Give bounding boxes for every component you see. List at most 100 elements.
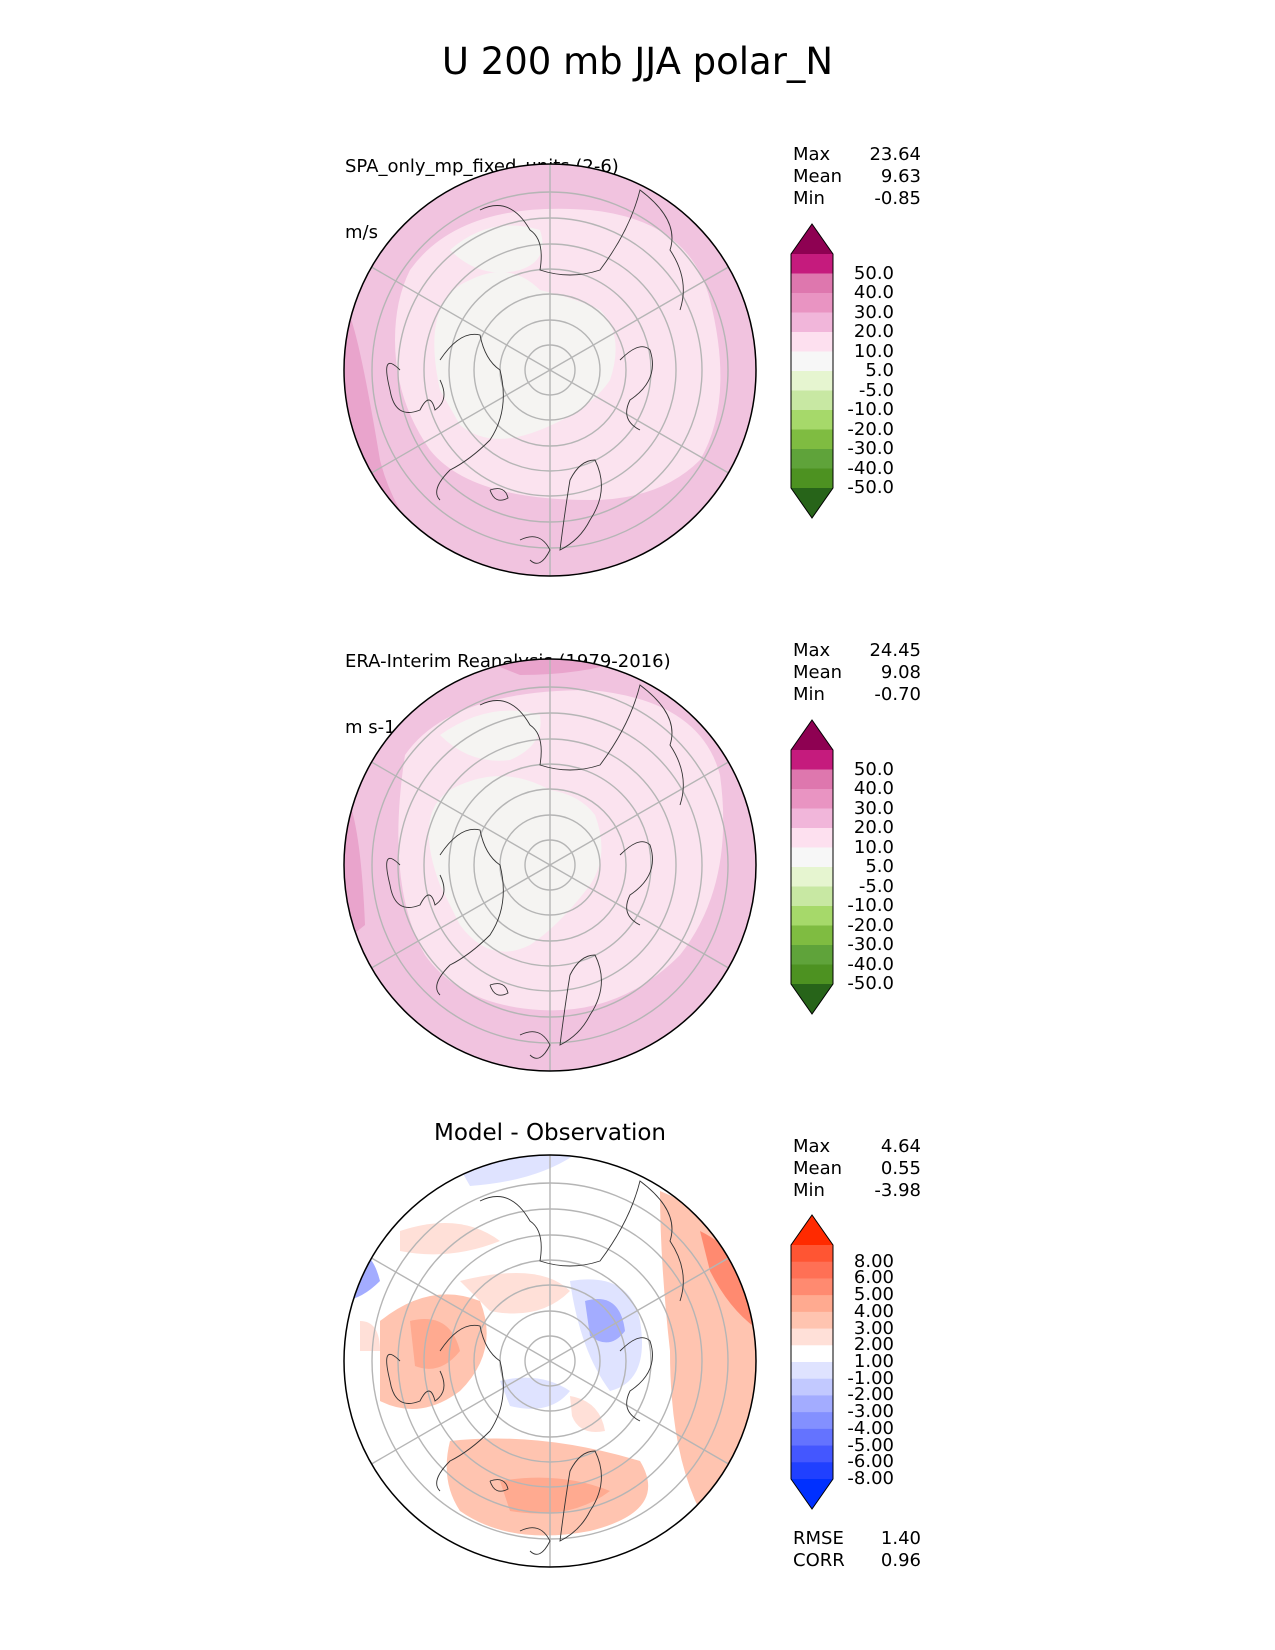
panel-1-stats: Max 23.64 Mean 9.63 Min -0.85 [793,144,921,210]
colorbar-tick-label: -50.0 [847,477,894,498]
colorbar-extend-max [791,720,833,750]
colorbar-segment [791,945,833,965]
colorbar-extend-min [791,984,833,1014]
colorbar-segment [791,789,833,809]
panel-2-units: m s-1 [345,717,396,738]
colorbar-tick-label: -30.0 [847,934,894,955]
colorbar-segment [791,828,833,848]
colorbar-segment [791,964,833,985]
panel-2-stats: Max 24.45 Mean 9.08 Min -0.70 [793,640,921,706]
colorbar-tick-label: -4.00 [847,1417,894,1439]
colorbar-tick-label: -10.0 [847,399,894,420]
colorbar-segment [791,1395,833,1413]
colorbar-segment [791,1412,833,1430]
colorbar-tick-label: 30.0 [853,797,894,819]
colorbar-tick-label: 5.0 [865,856,894,877]
colorbar-tick-label: -40.0 [847,457,894,479]
stat-max: Max 4.64 [793,1136,921,1157]
colorbar-tick-label: -20.0 [847,418,894,440]
colorbar-segment [791,390,833,411]
colorbar-tick-label: -5.0 [858,875,894,897]
colorbar-tick-label: -30.0 [847,438,894,459]
panel-3-map [343,1154,757,1568]
stat-max: Max 23.64 [793,144,921,165]
colorbar-tick-label: 50.0 [853,758,894,780]
colorbar-extend-max [791,224,833,254]
panel-3-metrics: RMSE 1.40 CORR 0.96 [793,1528,921,1572]
colorbar-tick-label: -1.00 [847,1367,894,1389]
colorbar-segment [791,468,833,489]
colorbar-segment [791,1462,833,1480]
colorbar-tick-label: 40.0 [853,778,894,799]
colorbar-tick-label: -6.00 [847,1451,894,1473]
colorbar-segment [791,886,833,907]
colorbar-tick-label: -5.0 [858,379,894,401]
panel-1-units: m/s [345,222,378,243]
colorbar-tick-label: 50.0 [853,262,894,284]
colorbar-segment [791,1378,833,1396]
panel-2-map [343,658,757,1072]
colorbar-segment [791,847,833,868]
colorbar-segment [791,808,833,829]
colorbar-tick-label: 10.0 [853,836,894,858]
colorbar-segment [791,1345,833,1363]
colorbar-tick-label: 2.00 [853,1334,894,1356]
graticule [367,164,733,576]
colorbar-tick-label: -10.0 [847,895,894,916]
colorbar-segment [791,312,833,333]
colorbar-tick-label: -40.0 [847,953,894,975]
colorbar-segment [791,1278,833,1296]
stat-mean: Mean 9.63 [793,166,921,187]
colorbar-segment [791,867,833,887]
colorbar-extend-min [791,488,833,518]
colorbar-tick-label: 3.00 [853,1317,894,1339]
colorbar-extend-min [791,1479,833,1509]
panel-1-colorbar [790,223,834,519]
colorbar-tick-label: 20.0 [853,817,894,838]
stat-mean: Mean 0.55 [793,1158,921,1179]
colorbar-segment [791,449,833,469]
colorbar-segment [791,1362,833,1380]
stat-min: Min -0.70 [793,684,921,705]
colorbar-tick-label: -20.0 [847,914,894,936]
metric-rmse: RMSE 1.40 [793,1528,921,1549]
colorbar-segment [791,371,833,391]
stat-max: Max 24.45 [793,640,921,661]
colorbar-tick-label: 20.0 [853,321,894,342]
colorbar-segment [791,351,833,372]
colorbar-tick-label: 5.0 [865,360,894,381]
panel-1-map [343,163,757,577]
colorbar-segment [791,1311,833,1330]
coastlines [386,189,684,564]
colorbar-segment [791,273,833,294]
stat-min: Min -0.85 [793,188,921,209]
colorbar-tick-label: -2.00 [847,1384,894,1406]
colorbar-segment [791,1295,833,1313]
panel-2-colorbar [790,719,834,1015]
colorbar-segment [791,332,833,352]
panel-3-stats: Max 4.64 Mean 0.55 Min -3.98 [793,1136,921,1202]
colorbar-segment [791,1261,833,1279]
colorbar-segment [791,1328,833,1346]
colorbar-tick-label: 6.00 [853,1267,894,1289]
colorbar-segment [791,750,833,770]
colorbar-extend-max [791,1215,833,1245]
metric-corr: CORR 0.96 [793,1550,921,1571]
colorbar-segment [791,1445,833,1463]
colorbar-segment [791,1245,833,1263]
colorbar-segment [791,429,833,450]
colorbar-segment [791,769,833,790]
colorbar-segment [791,410,833,430]
colorbar-tick-label: -50.0 [847,973,894,994]
stat-mean: Mean 9.08 [793,662,921,683]
colorbar-tick-label: 8.00 [853,1250,894,1272]
colorbar-tick-label: 5.00 [853,1284,894,1306]
colorbar-segment [791,1428,833,1447]
colorbar-tick-label: -3.00 [847,1401,894,1423]
colorbar-segment [791,293,833,313]
colorbar-segment [791,925,833,946]
colorbar-tick-label: 1.00 [853,1351,894,1372]
stat-min: Min -3.98 [793,1180,921,1201]
colorbar-tick-label: 4.00 [853,1300,894,1322]
colorbar-segment [791,254,833,274]
